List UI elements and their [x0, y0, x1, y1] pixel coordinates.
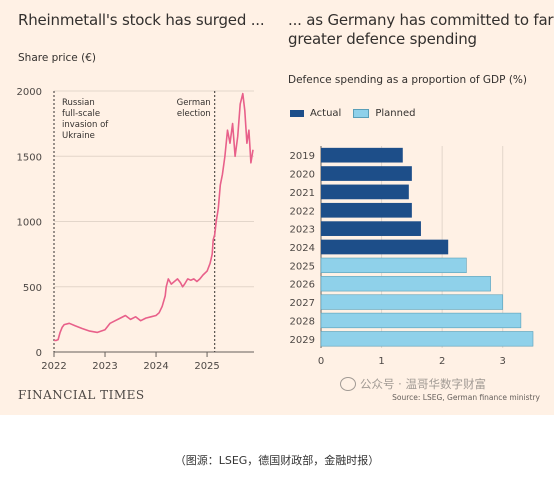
source-note: Source: LSEG, German finance ministry: [392, 393, 540, 402]
event-annotation-label: full-scale: [62, 109, 100, 119]
category-label: 2029: [290, 335, 315, 346]
watermark: 公众号 · 温哥华数字财富: [340, 376, 486, 392]
bar-2027: [320, 294, 504, 310]
watermark-text: 公众号 · 温哥华数字财富: [360, 377, 486, 391]
bar-2026: [320, 276, 491, 292]
category-label: 2020: [290, 170, 315, 181]
x-tick-label: 2: [439, 356, 445, 367]
category-label: 2022: [290, 206, 315, 217]
wechat-icon: [340, 377, 356, 391]
share-price-line: [53, 92, 254, 342]
event-annotation-label: Russian: [62, 98, 95, 108]
legend: Actual Planned: [290, 108, 415, 119]
x-tick-label: 2025: [194, 361, 219, 372]
image-caption: （图源：LSEG，德国财政部，金融时报）: [174, 454, 380, 467]
category-label: 2021: [290, 188, 315, 199]
category-label: 2026: [290, 280, 315, 291]
x-tick-label: 2022: [41, 361, 66, 372]
bar-2029: [320, 331, 534, 347]
category-label: 2019: [290, 151, 315, 162]
left-chart-subtitle: Share price (€): [18, 52, 96, 64]
bar-2022: [321, 202, 412, 218]
y-tick-label: 500: [23, 283, 42, 294]
bar-2024: [321, 239, 449, 255]
bar-2023: [321, 221, 421, 236]
share-price-chart: 0 500 1000 1500 2000 2022 2023 2024 2025 Russianf…: [17, 87, 254, 372]
category-label: 2027: [290, 298, 315, 309]
left-chart-title: Rheinmetall's stock has surged ...: [18, 11, 265, 29]
brand-logo: FINANCIAL TIMES: [18, 388, 145, 402]
x-tick-label: 1: [378, 356, 384, 367]
bar-2025: [320, 257, 467, 274]
y-tick-label: 2000: [17, 87, 42, 98]
chart-card: Rheinmetall's stock has surged ... Share…: [0, 0, 554, 415]
legend-swatch-actual: [290, 110, 304, 117]
bar-2028: [320, 312, 522, 329]
right-chart-title-line-2: greater defence spending: [288, 30, 477, 48]
event-annotation-label: German: [177, 98, 211, 108]
bar-2021: [321, 184, 409, 200]
category-label: 2028: [290, 316, 315, 327]
x-tick-label: 2023: [92, 361, 117, 372]
y-tick-label: 1500: [17, 152, 42, 163]
legend-label-planned: Planned: [375, 108, 416, 119]
category-label: 2023: [290, 225, 315, 236]
category-label: 2024: [290, 243, 315, 254]
bar-2019: [321, 147, 403, 163]
x-tick-label: 2024: [143, 361, 168, 372]
defence-spending-chart: 0 1 2 3 2019 2020 2021 2022 2023 2024 2025 2026 2027…: [290, 146, 534, 367]
right-chart-subtitle: Defence spending as a proportion of GDP …: [288, 74, 527, 86]
x-tick-label: 0: [318, 356, 324, 367]
category-label: 2025: [290, 261, 315, 272]
y-tick-label: 1000: [17, 218, 42, 229]
event-annotation-label: election: [177, 109, 211, 119]
x-tick-label: 3: [500, 356, 506, 367]
legend-swatch-planned: [353, 109, 370, 118]
y-tick-label: 0: [36, 348, 42, 359]
right-chart-title: ... as Germany has committed to far grea…: [288, 11, 554, 49]
event-annotation-label: Ukraine: [62, 131, 95, 141]
bar-2020: [321, 166, 412, 181]
right-chart-title-line-1: ... as Germany has committed to far: [288, 11, 554, 29]
legend-label-actual: Actual: [310, 108, 342, 119]
event-annotation-label: invasion of: [62, 120, 109, 130]
